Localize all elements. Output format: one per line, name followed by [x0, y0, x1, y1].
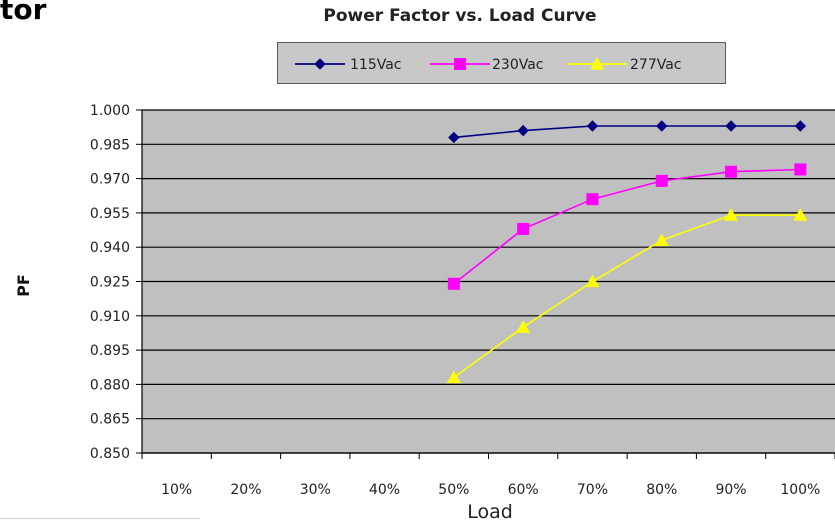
x-tick-label: 10%: [161, 482, 192, 498]
data-point: [517, 124, 529, 137]
y-tick-label: 0.970: [90, 172, 130, 188]
data-point: [724, 208, 739, 221]
data-point: [654, 233, 669, 246]
legend-label: 230Vac: [492, 57, 544, 73]
y-tick-label: 0.925: [90, 275, 130, 291]
legend-label: 277Vac: [630, 57, 682, 73]
data-point: [794, 163, 807, 176]
data-point: [656, 120, 668, 132]
y-tick-label: 0.940: [90, 240, 130, 256]
x-tick-label: 30%: [300, 482, 331, 498]
data-point: [655, 174, 668, 187]
y-tick-label: 0.895: [90, 343, 130, 359]
y-tick-label: 0.955: [90, 206, 130, 222]
series-line: [453, 125, 801, 139]
data-point: [585, 274, 600, 288]
page-title-fragment: tor: [0, 0, 47, 26]
x-tick-label: 50%: [438, 482, 469, 498]
legend-marker: [454, 58, 466, 70]
x-tick-label: 80%: [646, 482, 677, 498]
data-point: [516, 320, 531, 333]
y-tick-label: 0.910: [90, 309, 130, 325]
data-point: [446, 370, 461, 384]
data-point: [517, 222, 530, 235]
data-point: [586, 193, 599, 206]
legend: [277, 42, 726, 84]
x-tick-label: 60%: [508, 482, 539, 498]
y-tick-label: 0.865: [90, 412, 130, 428]
legend-label: 115Vac: [350, 57, 402, 73]
legend-marker: [590, 57, 604, 70]
y-tick-label: 0.850: [90, 446, 130, 462]
x-axis-label: Load: [467, 501, 513, 523]
legend-marker: [314, 58, 326, 70]
x-tick-label: 90%: [715, 482, 746, 498]
divider: [0, 518, 200, 519]
data-point: [725, 120, 737, 132]
data-point: [447, 277, 460, 290]
y-tick-label: 1.000: [90, 103, 130, 119]
series-line: [453, 214, 801, 379]
chart-title: Power Factor vs. Load Curve: [323, 6, 597, 26]
data-point: [725, 165, 738, 178]
x-tick-label: 20%: [230, 482, 261, 498]
x-tick-label: 70%: [577, 482, 608, 498]
x-tick-label: 40%: [369, 482, 400, 498]
x-tick-label: 100%: [780, 482, 820, 498]
series-line: [453, 168, 801, 285]
data-point: [448, 131, 460, 144]
data-point: [586, 120, 599, 132]
data-point: [794, 120, 807, 132]
y-tick-label: 0.985: [90, 137, 130, 153]
y-tick-label: 0.880: [90, 377, 130, 393]
data-point: [793, 208, 808, 221]
